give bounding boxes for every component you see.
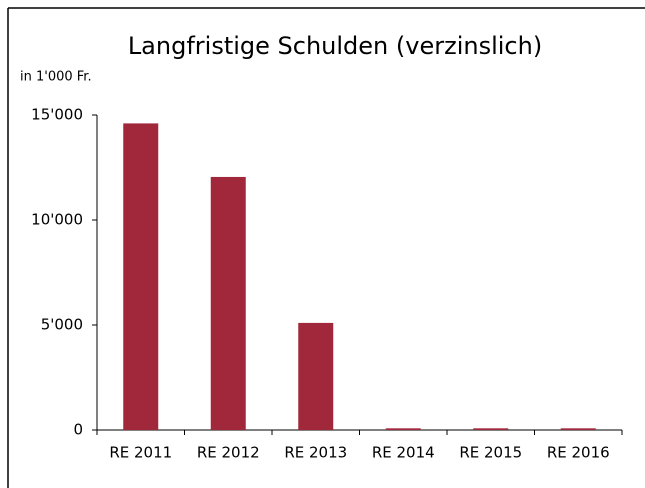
x-tick-label: RE 2016 xyxy=(547,444,610,462)
chart-subtitle: in 1'000 Fr. xyxy=(20,70,92,85)
bar xyxy=(560,428,596,430)
x-tick-label: RE 2012 xyxy=(197,444,260,462)
x-tick-label: RE 2014 xyxy=(372,444,435,462)
y-tick-label: 5'000 xyxy=(41,316,83,334)
bar xyxy=(298,322,334,430)
y-tick-label: 15'000 xyxy=(31,106,83,124)
y-tick-label: 10'000 xyxy=(31,211,83,229)
bar xyxy=(123,123,159,431)
x-tick-label: RE 2013 xyxy=(284,444,347,462)
bar xyxy=(385,428,421,430)
chart-title: Langfristige Schulden (verzinslich) xyxy=(128,32,542,60)
x-tick-label: RE 2015 xyxy=(459,444,522,462)
y-tick-label: 0 xyxy=(73,421,83,439)
bar xyxy=(473,428,509,430)
x-tick-label: RE 2011 xyxy=(109,444,172,462)
bar xyxy=(210,176,246,430)
